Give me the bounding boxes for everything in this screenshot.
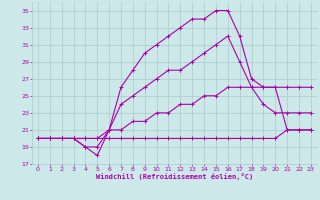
X-axis label: Windchill (Refroidissement éolien,°C): Windchill (Refroidissement éolien,°C) (96, 173, 253, 180)
